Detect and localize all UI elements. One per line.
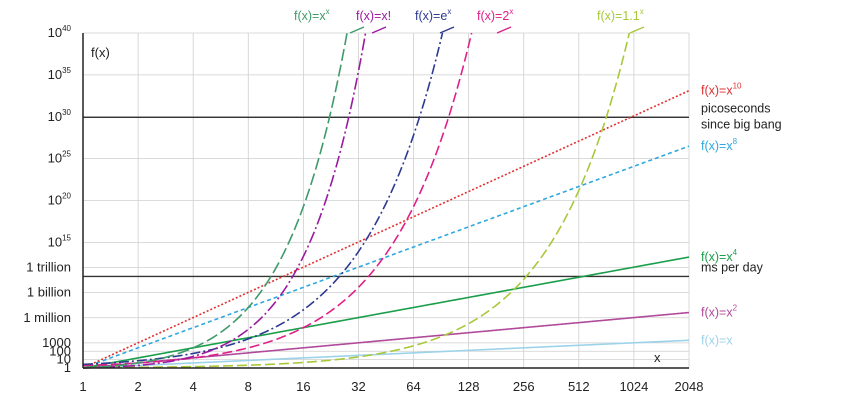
series-label: f(x)=x! xyxy=(356,9,391,23)
x-axis-label: x xyxy=(654,350,661,365)
x-tick-label: 128 xyxy=(458,379,480,394)
grid xyxy=(82,32,690,369)
y-tick-label: 1 trillion xyxy=(26,260,71,275)
series-line-f-x-x8 xyxy=(82,145,690,369)
reference-line-label: since big bang xyxy=(701,117,782,131)
x-tick-label: 512 xyxy=(568,379,590,394)
series-label-hook xyxy=(629,26,645,34)
reference-line-label: picoseconds xyxy=(701,101,771,115)
series-line-f-x-x4 xyxy=(82,256,690,369)
y-tick-label: 10 xyxy=(57,352,71,367)
y-tick-label: 1025 xyxy=(48,150,72,166)
y-tick-label: 1 xyxy=(64,360,71,375)
series-label-hook xyxy=(496,26,512,34)
x-tick-label: 4 xyxy=(190,379,197,394)
x-tick-label: 32 xyxy=(351,379,365,394)
series-label: f(x)=x8 xyxy=(701,137,738,153)
series-label: f(x)=x xyxy=(701,333,733,347)
y-tick-label: 1035 xyxy=(48,66,72,82)
x-tick-label: 16 xyxy=(296,379,310,394)
x-tick-label: 64 xyxy=(406,379,420,394)
y-tick-label: 1015 xyxy=(48,233,72,249)
series-label: f(x)=1.1x xyxy=(597,7,644,23)
series-label-hook xyxy=(439,26,455,34)
y-tick-label: 1000 xyxy=(42,335,71,350)
reference-lines: picoseconds since big bang ms per day xyxy=(83,101,782,278)
series-line-f-x-2x xyxy=(82,32,473,367)
axes: 1 2 4 8 16 32 64 128 256 512 1024 2048 1040 1035 1030 1… xyxy=(23,24,703,394)
series-label: f(x)=x2 xyxy=(701,304,738,320)
series-labels: f(x)=x f(x)=x2 f(x)=x4 f(x)=x8 f(x)=x10 f(x)=… xyxy=(294,7,742,347)
x-tick-label: 1 xyxy=(79,379,86,394)
series-label: f(x)=ex xyxy=(415,7,451,23)
series-label: f(x)=2x xyxy=(477,7,513,23)
y-tick-label: 1030 xyxy=(48,108,72,124)
x-tick-label: 2048 xyxy=(675,379,704,394)
series-line-f-x-x10 xyxy=(82,89,690,369)
series-line-f-x-xx xyxy=(82,32,348,369)
x-tick-label: 1024 xyxy=(619,379,648,394)
y-axis-label: f(x) xyxy=(91,45,110,60)
series-label-hook xyxy=(371,26,387,34)
reference-line-label: ms per day xyxy=(701,260,764,274)
series-line-f-x-x xyxy=(82,339,690,369)
series-label-hook xyxy=(349,26,365,34)
x-tick-label: 8 xyxy=(245,379,252,394)
y-tick-label: 1 million xyxy=(23,310,71,325)
y-tick-label: 1040 xyxy=(48,24,72,40)
y-tick-label: 1 billion xyxy=(27,285,71,300)
series-line-f-x-x- xyxy=(82,32,367,369)
y-tick-label: 100 xyxy=(49,343,71,358)
series-label: f(x)=x4 xyxy=(701,248,738,264)
series-line-f-x-1-1x xyxy=(83,32,631,369)
y-tick-label: 1020 xyxy=(48,192,72,208)
series-label: f(x)=x10 xyxy=(701,82,742,98)
x-tick-label: 2 xyxy=(134,379,141,394)
x-tick-label: 256 xyxy=(513,379,535,394)
series-line-f-x-ex xyxy=(82,32,444,366)
series-label: f(x)=xx xyxy=(294,7,330,23)
series-curves xyxy=(82,32,690,369)
